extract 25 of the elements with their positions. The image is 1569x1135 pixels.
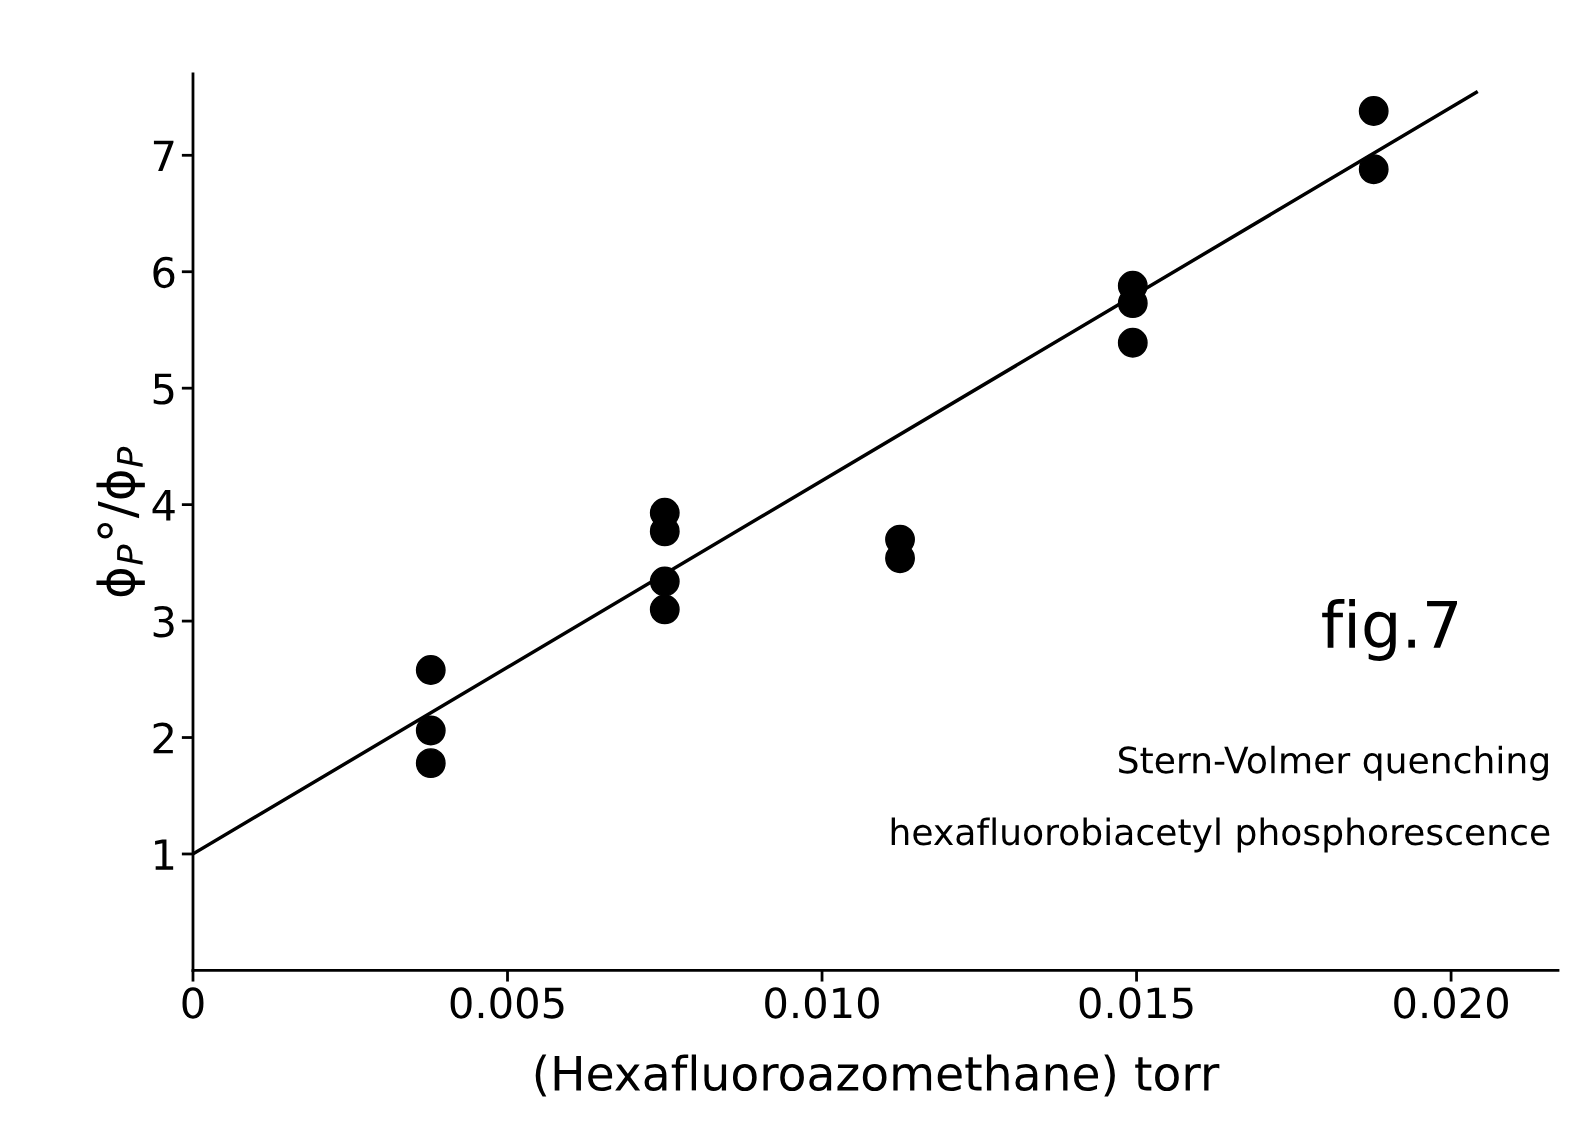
x-tick-label: 0.015 (1079, 987, 1193, 1019)
point (415, 715, 446, 746)
annotation: hexafluorobiacetyl phosphorescence (891, 817, 1550, 853)
y-tick-label: 3 (153, 605, 174, 638)
x-tick-label: 0.005 (450, 987, 564, 1019)
x-tick-label: 0.010 (765, 987, 879, 1019)
annotation: fig.7 (1322, 599, 1458, 661)
y-tick-label: 6 (153, 256, 175, 289)
y-tick-label: 2 (153, 722, 173, 754)
point (649, 566, 680, 597)
point (415, 748, 446, 779)
y-tick-label: 5 (153, 373, 174, 405)
point (415, 655, 446, 685)
x-tick-label: 0 (182, 987, 204, 1019)
x-axis-title: (Hexafluoroazomethane) torr (535, 1054, 1220, 1097)
y-tick-label: 4 (152, 490, 175, 521)
y-tick-label: 7 (153, 140, 174, 172)
point (649, 594, 680, 625)
y-axis-title: ϕ$_{P}$°/ϕ$_{P}$ (96, 446, 145, 597)
point (1117, 327, 1148, 358)
annotation: Stern-Volmer quenching (1119, 745, 1548, 781)
x-tick-label: 0.020 (1394, 987, 1508, 1019)
point (1358, 96, 1389, 126)
y-tick-label: 1 (155, 839, 174, 870)
point (1358, 154, 1389, 185)
